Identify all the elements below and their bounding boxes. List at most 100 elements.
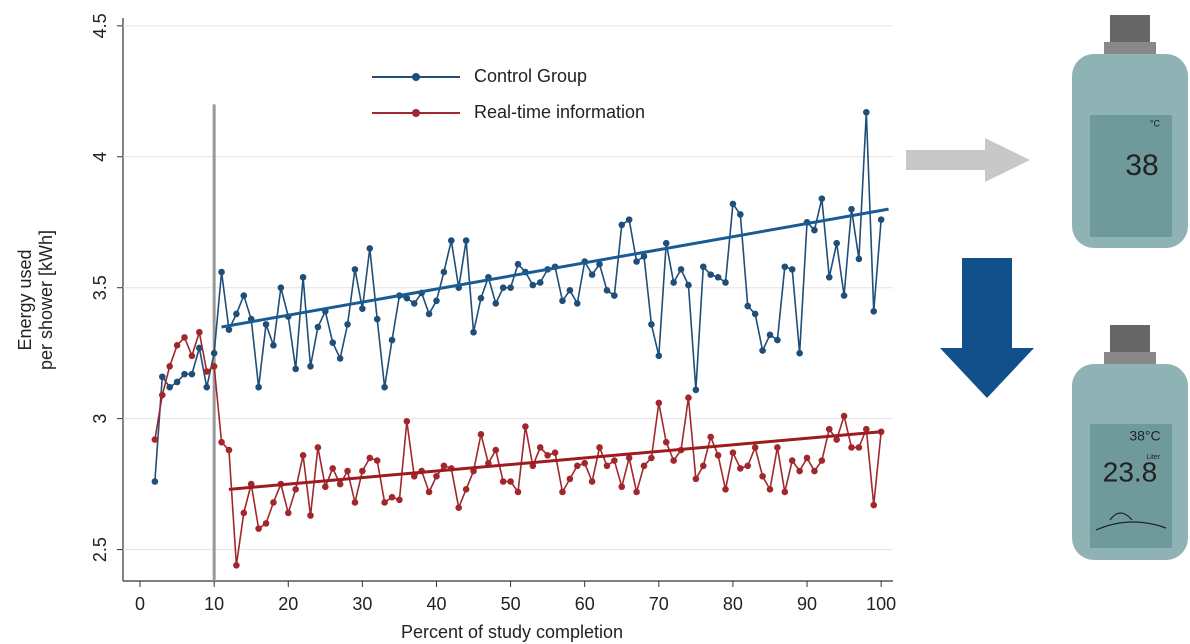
data-point bbox=[366, 454, 374, 462]
data-point bbox=[218, 438, 225, 446]
data-point bbox=[173, 378, 181, 386]
data-point bbox=[729, 200, 737, 208]
data-point bbox=[425, 310, 433, 318]
data-point bbox=[433, 297, 440, 305]
data-point bbox=[381, 499, 388, 506]
data-point bbox=[233, 310, 240, 318]
data-point bbox=[433, 472, 440, 480]
data-point bbox=[648, 321, 655, 328]
meter-icon bbox=[1095, 512, 1167, 531]
data-point bbox=[470, 328, 477, 336]
data-point bbox=[811, 226, 818, 234]
data-point bbox=[803, 454, 811, 462]
data-point bbox=[618, 221, 626, 229]
data-point bbox=[759, 347, 766, 354]
data-point bbox=[499, 478, 507, 485]
data-point bbox=[670, 279, 677, 286]
data-point bbox=[218, 268, 225, 276]
x-tick-label: 50 bbox=[501, 594, 521, 614]
data-point bbox=[766, 486, 774, 493]
data-point bbox=[781, 488, 789, 496]
data-point bbox=[225, 326, 233, 333]
data-point bbox=[573, 300, 581, 307]
data-point bbox=[455, 504, 463, 511]
data-point bbox=[292, 365, 299, 373]
data-point bbox=[840, 412, 848, 420]
data-point bbox=[848, 205, 855, 213]
data-point bbox=[203, 368, 211, 375]
x-tick-label: 10 bbox=[204, 594, 224, 614]
data-point bbox=[722, 486, 729, 493]
data-point bbox=[759, 472, 766, 480]
data-point bbox=[514, 488, 522, 496]
data-point bbox=[522, 423, 529, 430]
data-point bbox=[677, 266, 685, 273]
data-point bbox=[714, 452, 722, 459]
data-point bbox=[403, 294, 411, 302]
data-point bbox=[299, 452, 307, 459]
data-point bbox=[151, 436, 159, 443]
data-point bbox=[707, 271, 714, 278]
y-tick-label: 4 bbox=[90, 152, 110, 162]
data-point bbox=[796, 349, 803, 357]
meter-reading: 38 bbox=[1125, 149, 1158, 182]
data-point bbox=[307, 512, 314, 519]
data-point bbox=[670, 457, 677, 464]
data-point bbox=[648, 454, 655, 462]
data-point bbox=[359, 305, 366, 312]
data-point bbox=[863, 425, 870, 433]
data-point bbox=[240, 292, 248, 299]
data-point bbox=[448, 237, 455, 244]
data-point bbox=[425, 488, 433, 496]
data-point bbox=[188, 352, 196, 360]
data-point bbox=[366, 245, 374, 252]
data-point bbox=[270, 499, 277, 506]
x-tick-label: 90 bbox=[797, 594, 817, 614]
data-point bbox=[336, 355, 344, 362]
data-point bbox=[544, 452, 551, 459]
data-point bbox=[344, 467, 351, 475]
data-point bbox=[181, 334, 188, 341]
data-point bbox=[618, 483, 626, 491]
x-tick-label: 20 bbox=[278, 594, 298, 614]
series-line bbox=[154, 331, 882, 566]
data-point bbox=[225, 446, 233, 454]
data-point bbox=[329, 465, 337, 472]
y-tick-label: 3 bbox=[90, 414, 110, 424]
data-point bbox=[166, 383, 173, 391]
data-point bbox=[536, 279, 544, 286]
data-point bbox=[662, 239, 670, 247]
data-point bbox=[581, 459, 589, 467]
data-point bbox=[559, 488, 566, 496]
data-point bbox=[314, 323, 322, 331]
data-point bbox=[818, 195, 826, 202]
data-point bbox=[410, 300, 418, 307]
data-point bbox=[462, 237, 470, 244]
data-point bbox=[507, 284, 514, 292]
data-point bbox=[388, 336, 396, 344]
data-point bbox=[499, 284, 507, 292]
y-axis-title: per shower [kWh] bbox=[36, 230, 56, 370]
data-point bbox=[166, 362, 173, 370]
data-point bbox=[603, 287, 611, 294]
data-point bbox=[359, 467, 366, 475]
data-point bbox=[766, 331, 774, 339]
data-point bbox=[833, 239, 840, 247]
data-point bbox=[381, 383, 388, 391]
data-point bbox=[188, 370, 196, 378]
data-point bbox=[863, 108, 870, 116]
meter-reading: 23.8 bbox=[1103, 456, 1158, 487]
data-point bbox=[336, 480, 344, 488]
meter-connector bbox=[1104, 42, 1156, 56]
data-point bbox=[299, 273, 307, 281]
arrow-down bbox=[940, 258, 1034, 398]
data-point bbox=[751, 310, 759, 318]
data-point bbox=[196, 344, 203, 352]
data-point bbox=[625, 454, 633, 462]
data-point bbox=[596, 260, 603, 268]
data-point bbox=[640, 462, 648, 470]
data-point bbox=[351, 499, 359, 506]
data-point bbox=[284, 509, 292, 517]
data-point bbox=[870, 307, 878, 315]
x-tick-label: 60 bbox=[575, 594, 595, 614]
